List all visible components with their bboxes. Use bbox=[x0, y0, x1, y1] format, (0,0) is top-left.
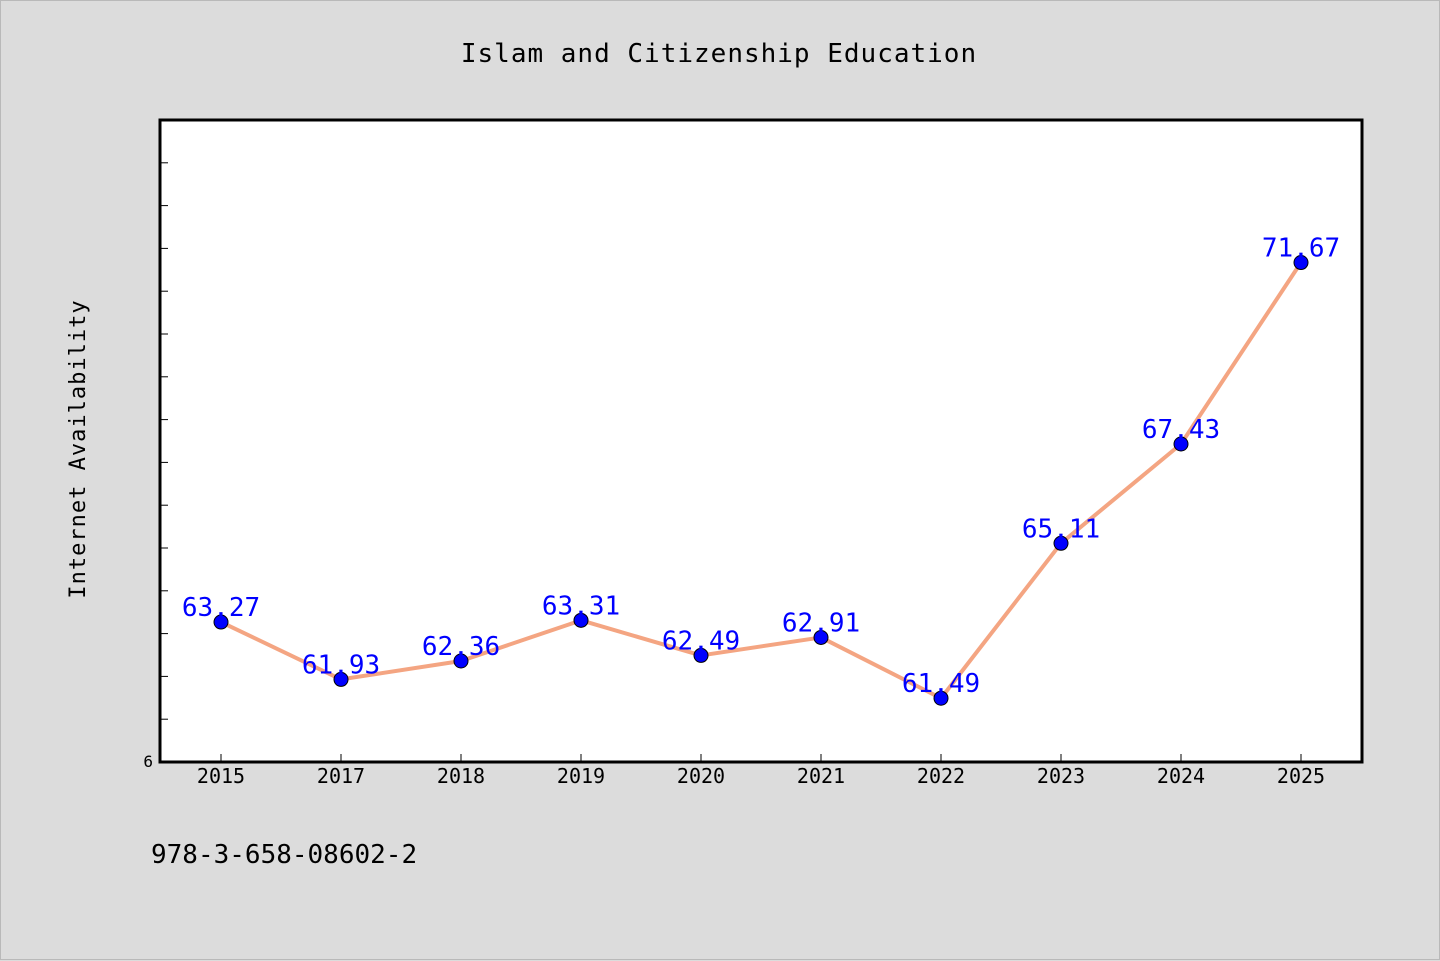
series-markers-group bbox=[213, 255, 1309, 706]
series-line bbox=[220, 261, 1303, 701]
x-tick-label: 2024 bbox=[1157, 764, 1205, 788]
data-point bbox=[1053, 535, 1069, 551]
data-point bbox=[573, 612, 589, 628]
data-label: 71.67 bbox=[1262, 234, 1340, 264]
data-label: 67.43 bbox=[1142, 415, 1220, 445]
data-label: 62.91 bbox=[782, 608, 860, 638]
x-axis-ticks bbox=[220, 754, 1302, 762]
y-axis-min-label: 6 bbox=[143, 752, 153, 771]
x-tick-label: 2025 bbox=[1277, 764, 1325, 788]
data-label: 65.11 bbox=[1022, 514, 1100, 544]
y-axis-ticks bbox=[160, 162, 168, 720]
data-label: 63.31 bbox=[542, 591, 620, 621]
data-point bbox=[213, 614, 229, 630]
data-point bbox=[1173, 436, 1189, 452]
x-tick-label: 2017 bbox=[317, 764, 365, 788]
x-tick-label: 2015 bbox=[197, 764, 245, 788]
data-point bbox=[933, 690, 949, 706]
data-point bbox=[1293, 255, 1309, 271]
data-point bbox=[813, 629, 829, 645]
x-tick-label: 2023 bbox=[1037, 764, 1085, 788]
y-axis-label: Internet Availability bbox=[66, 299, 91, 598]
data-label: 62.36 bbox=[422, 632, 500, 662]
data-point bbox=[333, 671, 349, 687]
x-tick-label: 2018 bbox=[437, 764, 485, 788]
data-point bbox=[693, 647, 709, 663]
x-tick-label: 2022 bbox=[917, 764, 965, 788]
data-point bbox=[453, 653, 469, 669]
x-tick-label: 2021 bbox=[797, 764, 845, 788]
chart-title: Islam and Citizenship Education bbox=[461, 39, 977, 69]
x-tick-label: 2019 bbox=[557, 764, 605, 788]
x-tick-label: 2020 bbox=[677, 764, 725, 788]
x-axis-tick-labels: 2015 2017 2018 2019 2020 2021 2022 2023 2024 2025 bbox=[197, 764, 1325, 788]
footer-isbn: 978-3-658-08602-2 bbox=[151, 840, 417, 870]
series-line-group bbox=[220, 261, 1303, 701]
data-label: 62.49 bbox=[662, 626, 740, 656]
data-label: 61.93 bbox=[302, 650, 380, 680]
data-labels-group: 63.27 61.93 62.36 63.31 62.49 62.91 61.49 65.11… bbox=[182, 234, 1340, 700]
plot-area bbox=[158, 118, 1364, 764]
data-label: 63.27 bbox=[182, 593, 260, 623]
data-label: 61.49 bbox=[902, 669, 980, 699]
